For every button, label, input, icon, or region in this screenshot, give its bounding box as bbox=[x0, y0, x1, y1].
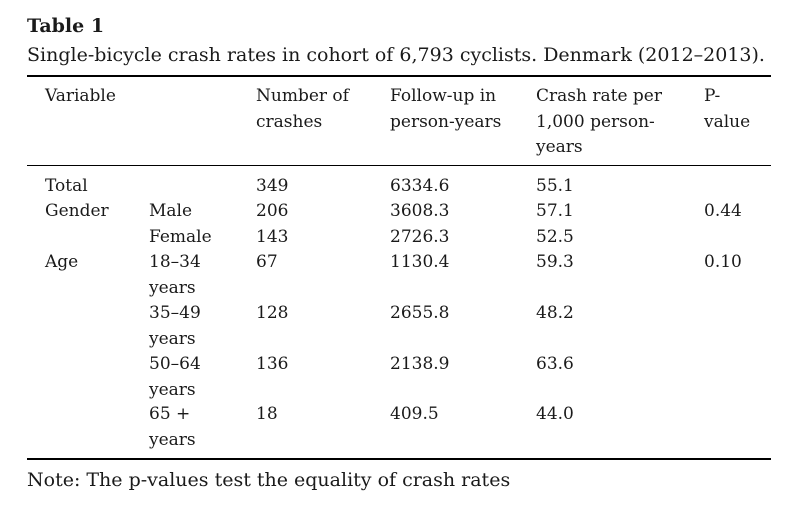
header-crash-rate-line: years bbox=[536, 137, 583, 157]
row-age-pvalue: 0.10 bbox=[704, 252, 742, 272]
top-rule bbox=[27, 75, 771, 77]
header-crash-rate-line: Crash rate per bbox=[536, 86, 662, 106]
row-total-followup: 6334.6 bbox=[390, 176, 450, 196]
row-male-crashes: 206 bbox=[256, 201, 289, 221]
bottom-rule bbox=[27, 458, 771, 460]
row-age-65-plus-sub: 65 + years bbox=[149, 402, 196, 453]
row-age-65-plus-crashes: 18 bbox=[256, 404, 278, 424]
row-age-18-34-sub-line: years bbox=[149, 277, 196, 298]
row-age-50-64-sub: 50–64 years bbox=[149, 352, 201, 403]
row-age-65-plus-sub-line: 65 + bbox=[149, 404, 191, 424]
header-followup-line: Follow-up in bbox=[390, 86, 497, 106]
header-followup-line: person-years bbox=[390, 111, 502, 132]
header-pvalue-line: value bbox=[704, 111, 751, 132]
header-variable: Variable bbox=[45, 86, 116, 106]
header-crash-rate-line: 1,000 person- bbox=[536, 111, 655, 132]
row-female-rate: 52.5 bbox=[536, 227, 574, 247]
table-label: Table 1 bbox=[27, 15, 105, 37]
row-age-18-34-sub: 18–34 years bbox=[149, 250, 201, 301]
row-age-18-34-rate: 59.3 bbox=[536, 252, 574, 272]
header-followup: Follow-up in person-years bbox=[390, 84, 501, 135]
row-male-sub: Male bbox=[149, 201, 193, 221]
table-caption: Single-bicycle crash rates in cohort of … bbox=[27, 44, 765, 66]
row-age-50-64-sub-line: 50–64 bbox=[149, 354, 201, 374]
row-age-35-49-crashes: 128 bbox=[256, 303, 289, 323]
row-age-35-49-sub-line: years bbox=[149, 328, 196, 349]
row-male-followup: 3608.3 bbox=[390, 201, 450, 221]
row-age-18-34-followup: 1130.4 bbox=[390, 252, 450, 272]
row-age-65-plus-sub-line: years bbox=[149, 429, 196, 450]
row-age-variable: Age bbox=[45, 252, 79, 272]
row-male-rate: 57.1 bbox=[536, 201, 574, 221]
row-age-35-49-sub-line: 35–49 bbox=[149, 303, 201, 323]
row-female-sub: Female bbox=[149, 227, 212, 247]
header-crashes-line: Number of bbox=[256, 86, 349, 106]
row-female-crashes: 143 bbox=[256, 227, 289, 247]
row-age-18-34-crashes: 67 bbox=[256, 252, 278, 272]
row-total-rate: 55.1 bbox=[536, 176, 574, 196]
row-age-35-49-sub: 35–49 years bbox=[149, 301, 201, 352]
header-rule bbox=[27, 165, 771, 166]
row-age-50-64-followup: 2138.9 bbox=[390, 354, 450, 374]
row-age-35-49-followup: 2655.8 bbox=[390, 303, 450, 323]
table-note: Note: The p-values test the equality of … bbox=[27, 469, 511, 491]
row-age-18-34-sub-line: 18–34 bbox=[149, 252, 201, 272]
header-crash-rate: Crash rate per 1,000 person- years bbox=[536, 84, 662, 161]
row-age-50-64-sub-line: years bbox=[149, 379, 196, 400]
row-age-65-plus-followup: 409.5 bbox=[390, 404, 439, 424]
row-age-50-64-rate: 63.6 bbox=[536, 354, 574, 374]
row-total-variable: Total bbox=[45, 176, 88, 196]
row-age-65-plus-rate: 44.0 bbox=[536, 404, 574, 424]
row-age-35-49-rate: 48.2 bbox=[536, 303, 574, 323]
row-gender-variable: Gender bbox=[45, 201, 109, 221]
header-crashes-line: crashes bbox=[256, 111, 323, 132]
header-pvalue: P- value bbox=[704, 84, 750, 135]
row-gender-pvalue: 0.44 bbox=[704, 201, 742, 221]
row-total-crashes: 349 bbox=[256, 176, 289, 196]
row-female-followup: 2726.3 bbox=[390, 227, 450, 247]
header-pvalue-line: P- bbox=[704, 86, 721, 106]
row-age-50-64-crashes: 136 bbox=[256, 354, 289, 374]
header-crashes: Number of crashes bbox=[256, 84, 349, 135]
